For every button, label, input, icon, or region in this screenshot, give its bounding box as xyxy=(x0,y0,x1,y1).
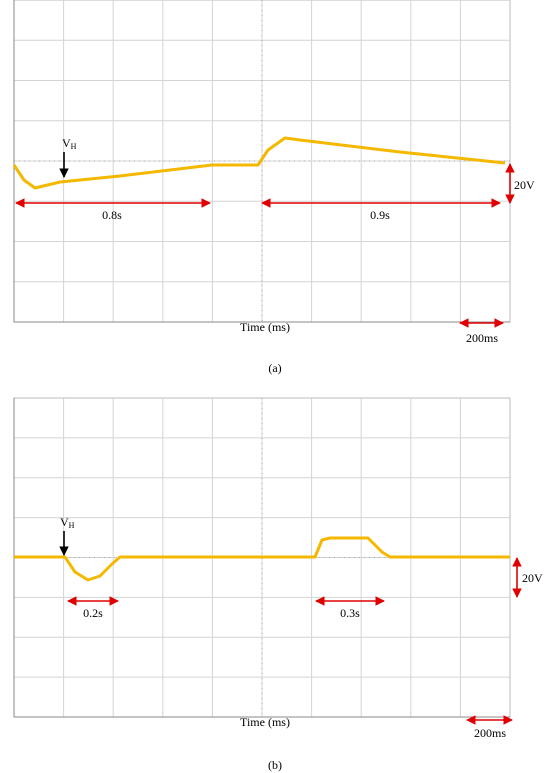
trace xyxy=(12,136,506,190)
duration-label: 0.8s xyxy=(102,208,122,222)
marker-label: VH xyxy=(60,515,75,530)
scale-x-label: 200ms xyxy=(466,331,498,345)
scale-y-label: 20V xyxy=(514,178,535,192)
caption: (a) xyxy=(268,361,281,375)
x-axis-label: Time (ms) xyxy=(240,715,290,729)
duration-label: 0.2s xyxy=(83,606,103,620)
marker-label: VH xyxy=(62,136,77,151)
duration-label: 0.3s xyxy=(340,606,360,620)
trace xyxy=(14,536,510,582)
x-axis-label: Time (ms) xyxy=(240,320,290,334)
scale-y-label: 20V xyxy=(522,571,543,585)
caption: (b) xyxy=(268,758,282,772)
scale-x-label: 200ms xyxy=(474,726,506,740)
duration-label: 0.9s xyxy=(370,208,390,222)
